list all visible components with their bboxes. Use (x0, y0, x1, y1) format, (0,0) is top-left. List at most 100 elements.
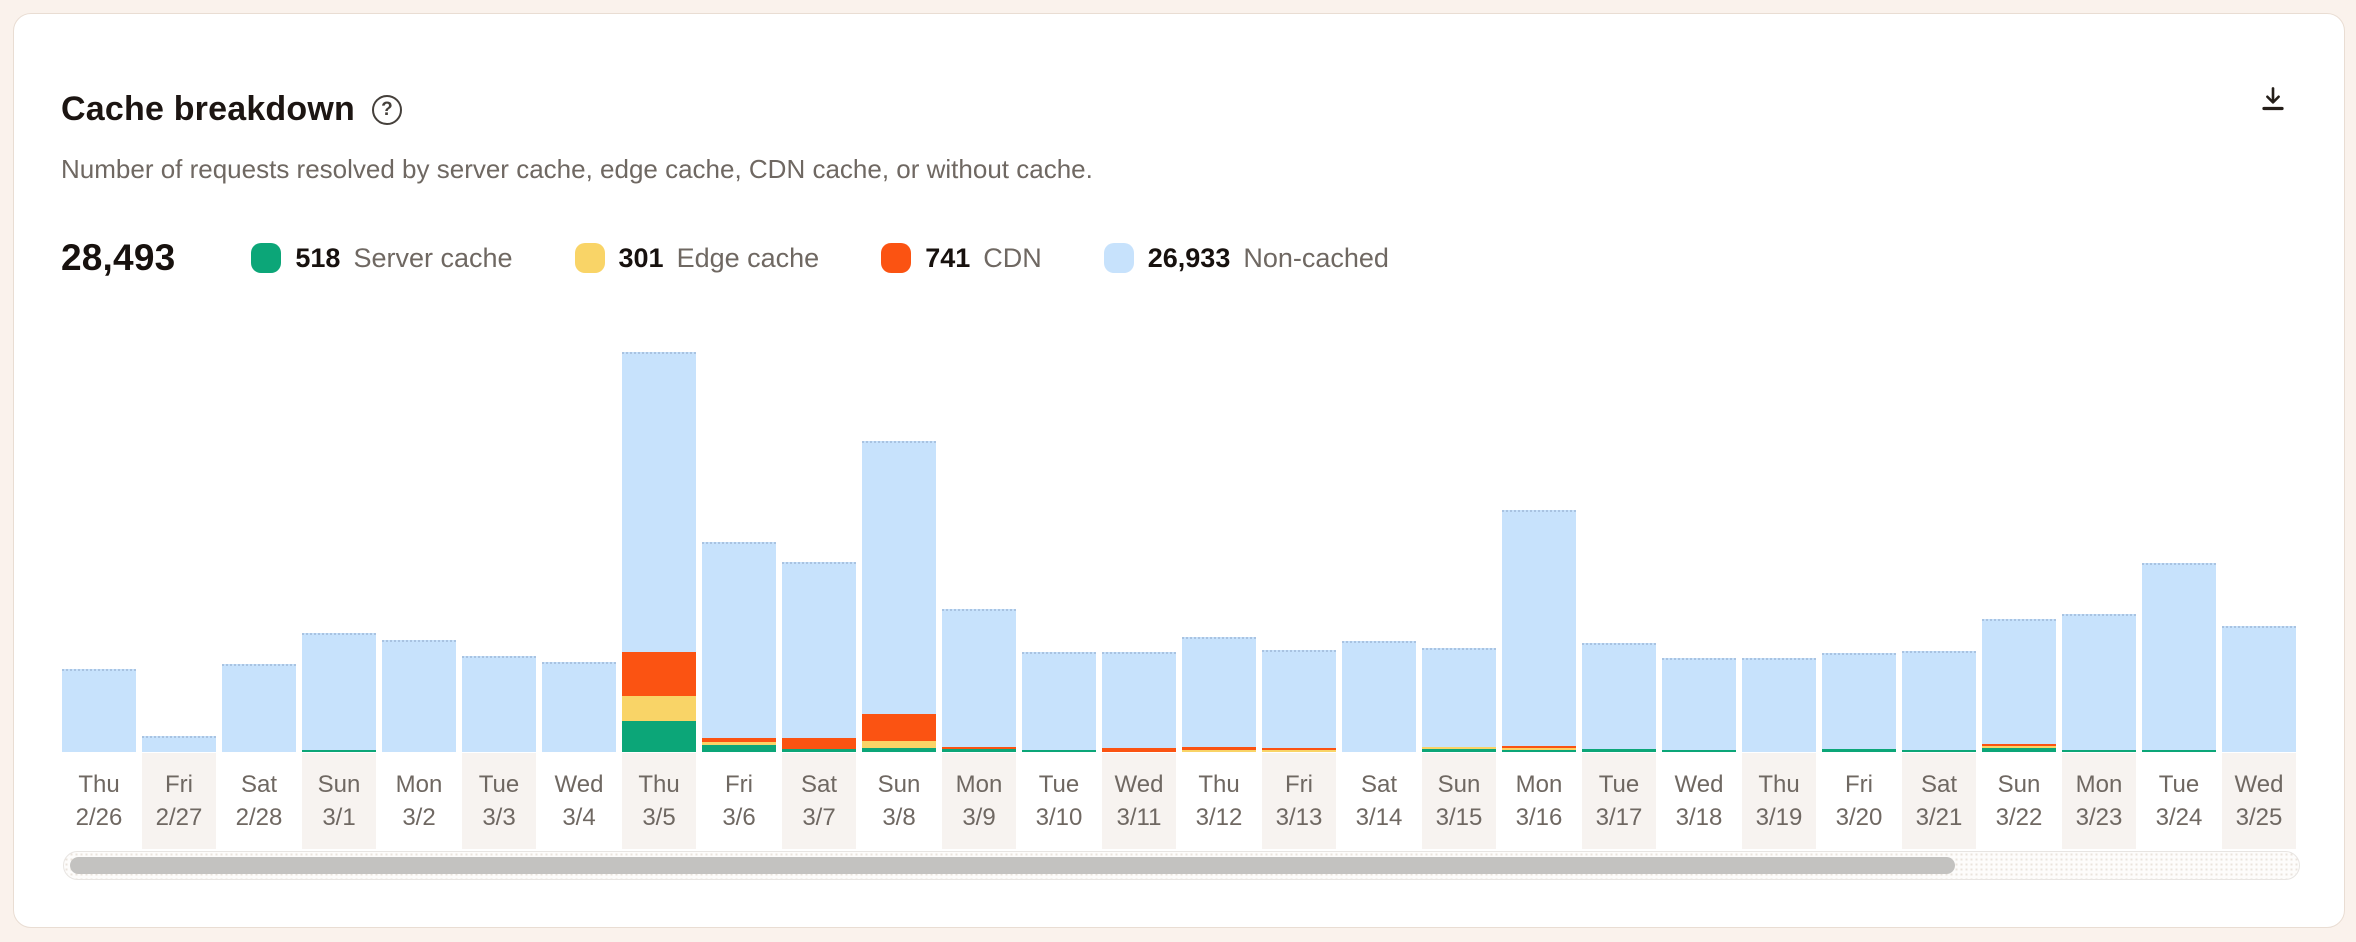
bar-column[interactable] (1182, 636, 1256, 752)
bar-segment-non-cached (1902, 651, 1976, 750)
bar-segment-server-cache (702, 744, 776, 752)
bar-segment-server-cache (942, 748, 1016, 752)
bar-segment-server-cache (1662, 750, 1736, 752)
bar-segment-cdn (1502, 746, 1576, 748)
bar-column[interactable] (1582, 642, 1656, 752)
x-axis-label: Thu 2/26 (62, 753, 136, 849)
bar-segment-server-cache (1502, 750, 1576, 752)
bar-segment-non-cached (1262, 649, 1336, 748)
bar-column[interactable] (782, 561, 856, 752)
bar-segment-server-cache (1982, 748, 2056, 752)
x-axis-label-date: 3/17 (1595, 804, 1643, 831)
bar-segment-server-cache (862, 748, 936, 752)
bar-column[interactable] (862, 440, 936, 752)
bar-column[interactable] (302, 633, 376, 752)
bar-column[interactable] (382, 639, 456, 752)
bar-segment-non-cached (1582, 642, 1656, 750)
bar-column[interactable] (1902, 651, 1976, 752)
bar-column[interactable] (2142, 563, 2216, 752)
bar-segment-non-cached (942, 608, 1016, 747)
x-axis-label-date: 3/23 (2075, 804, 2123, 831)
bar-column[interactable] (1982, 618, 2056, 752)
bar-column[interactable] (1102, 651, 1176, 752)
card-header: Cache breakdown ? (61, 90, 402, 129)
x-axis-label: Tue 3/10 (1022, 753, 1096, 849)
x-axis-label-date: 3/19 (1755, 804, 1803, 831)
x-axis-label-weekday: Mon (955, 771, 1003, 798)
x-axis-label-weekday: Fri (165, 771, 193, 798)
bar-column[interactable] (1022, 651, 1096, 752)
bar-segment-non-cached (1742, 657, 1816, 752)
bar-column[interactable] (462, 655, 536, 752)
bar-segment-server-cache (2062, 750, 2136, 752)
x-axis-label: Tue 3/24 (2142, 753, 2216, 849)
bar-segment-server-cache (622, 721, 696, 752)
x-axis-labels: Thu 2/26 Fri 2/27 Sat 2/28 Sun 3/1 Mon 3/2 Tue 3/3 W… (62, 753, 2296, 849)
x-axis-label-weekday: Thu (638, 771, 680, 798)
bar-segment-cdn (1262, 748, 1336, 750)
x-axis-label-date: 3/6 (722, 804, 756, 831)
bar-segment-cdn (702, 738, 776, 742)
bar-column[interactable] (1662, 657, 1736, 752)
bar-column[interactable] (2222, 625, 2296, 752)
bar-segment-edge-cache (862, 740, 936, 748)
x-axis-label-weekday: Fri (725, 771, 753, 798)
bar-column[interactable] (1742, 657, 1816, 752)
bar-column[interactable] (62, 669, 136, 752)
x-axis-label-date: 3/10 (1035, 804, 1083, 831)
x-axis-label: Wed 3/4 (542, 753, 616, 849)
legend-swatch (251, 243, 282, 273)
bar-column[interactable] (622, 352, 696, 752)
download-icon (2262, 87, 2284, 111)
bar-column[interactable] (1422, 647, 1496, 752)
bar-column[interactable] (1342, 641, 1416, 752)
bar-column[interactable] (222, 663, 296, 752)
x-axis-label-weekday: Wed (2234, 771, 2284, 798)
x-axis-label-date: 3/24 (2155, 804, 2203, 831)
x-axis-label-weekday: Sat (1920, 771, 1958, 798)
x-axis-label: Fri 3/20 (1822, 753, 1896, 849)
x-axis-label-weekday: Wed (554, 771, 604, 798)
bar-column[interactable] (942, 608, 1016, 752)
x-axis-label-date: 3/2 (402, 804, 436, 831)
x-axis-label-weekday: Thu (1198, 771, 1240, 798)
bar-segment-non-cached (462, 655, 536, 752)
bar-segment-server-cache (782, 749, 856, 752)
x-axis-label-weekday: Tue (2158, 771, 2200, 798)
bar-segment-non-cached (382, 639, 456, 752)
bar-segment-cdn (1102, 748, 1176, 752)
x-axis-label-date: 3/4 (562, 804, 596, 831)
bar-column[interactable] (142, 735, 216, 752)
help-icon[interactable]: ? (371, 94, 402, 125)
bar-segment-non-cached (1982, 618, 2056, 745)
bar-column[interactable] (1262, 649, 1336, 752)
bar-segment-cdn (1982, 744, 2056, 747)
x-axis-label-date: 3/15 (1435, 804, 1483, 831)
x-axis-label-date: 3/3 (482, 804, 516, 831)
horizontal-scrollbar-thumb[interactable] (70, 857, 1955, 874)
bar-segment-cdn (1182, 747, 1256, 750)
x-axis-label-weekday: Tue (1038, 771, 1080, 798)
legend-label: Non-cached (1243, 242, 1389, 273)
bar-column[interactable] (2062, 613, 2136, 752)
bar-column[interactable] (1502, 510, 1576, 752)
bar-column[interactable] (1822, 653, 1896, 752)
bar-segment-edge-cache (1262, 750, 1336, 752)
bar-column[interactable] (702, 541, 776, 752)
bar-segment-non-cached (142, 735, 216, 752)
x-axis-label: Mon 3/23 (2062, 753, 2136, 849)
bar-segment-edge-cache (1502, 748, 1576, 750)
horizontal-scrollbar-track[interactable] (63, 851, 2300, 880)
bar-segment-non-cached (782, 561, 856, 738)
cache-breakdown-card: Cache breakdown ? Number of requests res… (13, 13, 2345, 928)
download-button[interactable] (2250, 76, 2296, 122)
x-axis-label-weekday: Tue (1598, 771, 1640, 798)
x-axis-label: Sat 2/28 (222, 753, 296, 849)
bar-column[interactable] (542, 661, 616, 752)
x-axis-label-date: 3/5 (642, 804, 676, 831)
x-axis-label-weekday: Thu (1758, 771, 1800, 798)
x-axis-label-weekday: Tue (478, 771, 520, 798)
x-axis-label: Fri 3/6 (702, 753, 776, 849)
x-axis-label-weekday: Sat (1360, 771, 1398, 798)
bar-segment-non-cached (1422, 647, 1496, 748)
